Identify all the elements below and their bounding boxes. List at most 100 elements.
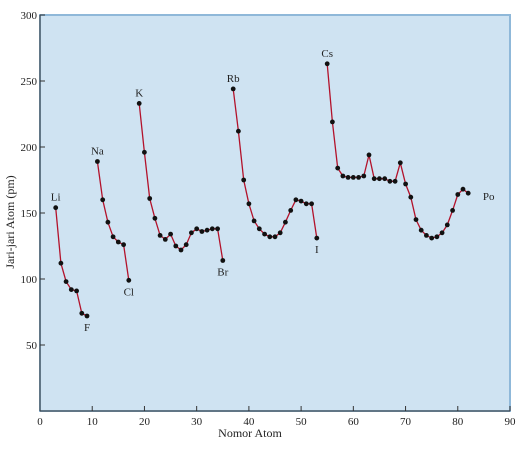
data-point — [241, 177, 247, 183]
data-point — [84, 313, 90, 319]
data-point — [377, 176, 382, 182]
data-point — [439, 230, 445, 236]
x-tick-label: 60 — [348, 416, 360, 428]
data-point — [288, 208, 294, 213]
data-point — [382, 176, 388, 182]
x-tick-label: 30 — [191, 416, 203, 428]
data-point — [142, 149, 147, 155]
data-point — [53, 205, 59, 211]
element-label: Na — [91, 146, 104, 158]
data-point — [58, 260, 64, 266]
data-point — [162, 237, 168, 242]
data-point — [324, 61, 330, 67]
element-label: Rb — [227, 73, 240, 85]
data-point — [209, 226, 215, 232]
data-point — [366, 152, 372, 158]
data-point — [115, 239, 121, 245]
data-point — [460, 186, 466, 192]
data-point — [356, 175, 361, 180]
data-point — [397, 160, 403, 166]
data-point — [293, 197, 299, 203]
data-point — [194, 226, 200, 232]
y-tick-label: 200 — [21, 142, 38, 154]
x-tick-label: 90 — [505, 416, 517, 428]
data-point — [335, 165, 341, 171]
data-point — [434, 234, 440, 240]
data-point — [371, 176, 377, 182]
data-point — [220, 258, 226, 263]
data-point — [110, 234, 116, 240]
data-point — [361, 173, 367, 179]
data-point — [136, 101, 142, 106]
data-point — [262, 231, 267, 237]
x-tick-label: 80 — [452, 416, 464, 428]
data-point — [272, 234, 278, 240]
data-point — [277, 230, 283, 236]
y-tick-label: 50 — [26, 340, 38, 352]
data-point — [444, 222, 450, 228]
x-tick-label: 10 — [87, 416, 99, 428]
series-layer — [53, 61, 471, 319]
data-point — [450, 208, 455, 213]
data-point — [455, 192, 461, 197]
y-tick-label: 150 — [21, 208, 38, 220]
data-point — [147, 196, 153, 201]
data-point — [178, 247, 184, 253]
x-tick-label: 40 — [243, 416, 255, 428]
element-label: Cl — [124, 286, 134, 298]
data-point — [392, 178, 398, 184]
x-tick-label: 20 — [139, 416, 151, 428]
element-label: Po — [483, 191, 495, 203]
data-point — [183, 242, 189, 248]
element-label: Li — [51, 192, 61, 204]
data-point — [424, 233, 429, 238]
data-point — [173, 243, 179, 249]
data-point — [95, 159, 100, 164]
data-point — [408, 194, 414, 200]
data-point — [246, 201, 252, 207]
data-point — [121, 242, 126, 248]
data-point — [189, 230, 194, 236]
data-point — [100, 197, 106, 203]
data-point — [309, 201, 314, 207]
data-point — [256, 226, 262, 232]
plot-area — [39, 14, 511, 412]
data-point — [303, 201, 309, 207]
element-label: F — [84, 322, 90, 334]
data-point — [298, 198, 304, 204]
data-point — [105, 219, 111, 225]
data-point — [283, 219, 288, 225]
data-point — [68, 287, 74, 292]
data-point — [199, 229, 205, 234]
data-point — [63, 279, 69, 284]
data-point — [251, 218, 257, 224]
element-label: I — [315, 244, 319, 256]
data-point — [314, 235, 320, 241]
data-point — [267, 234, 273, 240]
data-point — [413, 217, 419, 223]
data-point — [330, 119, 335, 125]
data-point — [126, 277, 132, 283]
element-label: Cs — [321, 48, 333, 60]
ticks-layer: 0 10 20 30 40 50 60 70 80 90 50 100 150 200 250 300 — [21, 10, 517, 428]
x-tick-label: 70 — [400, 416, 412, 428]
data-point — [236, 128, 241, 134]
data-point — [429, 235, 435, 241]
y-tick-label: 300 — [21, 10, 38, 22]
y-tick-label: 100 — [21, 274, 38, 286]
labels-layer: Li Na K Rb Cs F Cl Br I Po — [51, 48, 495, 334]
data-point — [74, 288, 79, 294]
element-label: K — [135, 87, 143, 99]
data-point — [465, 190, 471, 196]
data-point — [403, 181, 408, 187]
y-axis-title: Jari-jari Atom (pm) — [3, 175, 17, 268]
data-point — [345, 175, 351, 180]
x-tick-label: 50 — [296, 416, 308, 428]
data-point — [350, 175, 356, 180]
data-point — [387, 178, 393, 184]
y-tick-label: 250 — [21, 76, 38, 88]
data-point — [340, 173, 346, 179]
element-label: Br — [217, 267, 228, 279]
data-point — [230, 86, 236, 92]
